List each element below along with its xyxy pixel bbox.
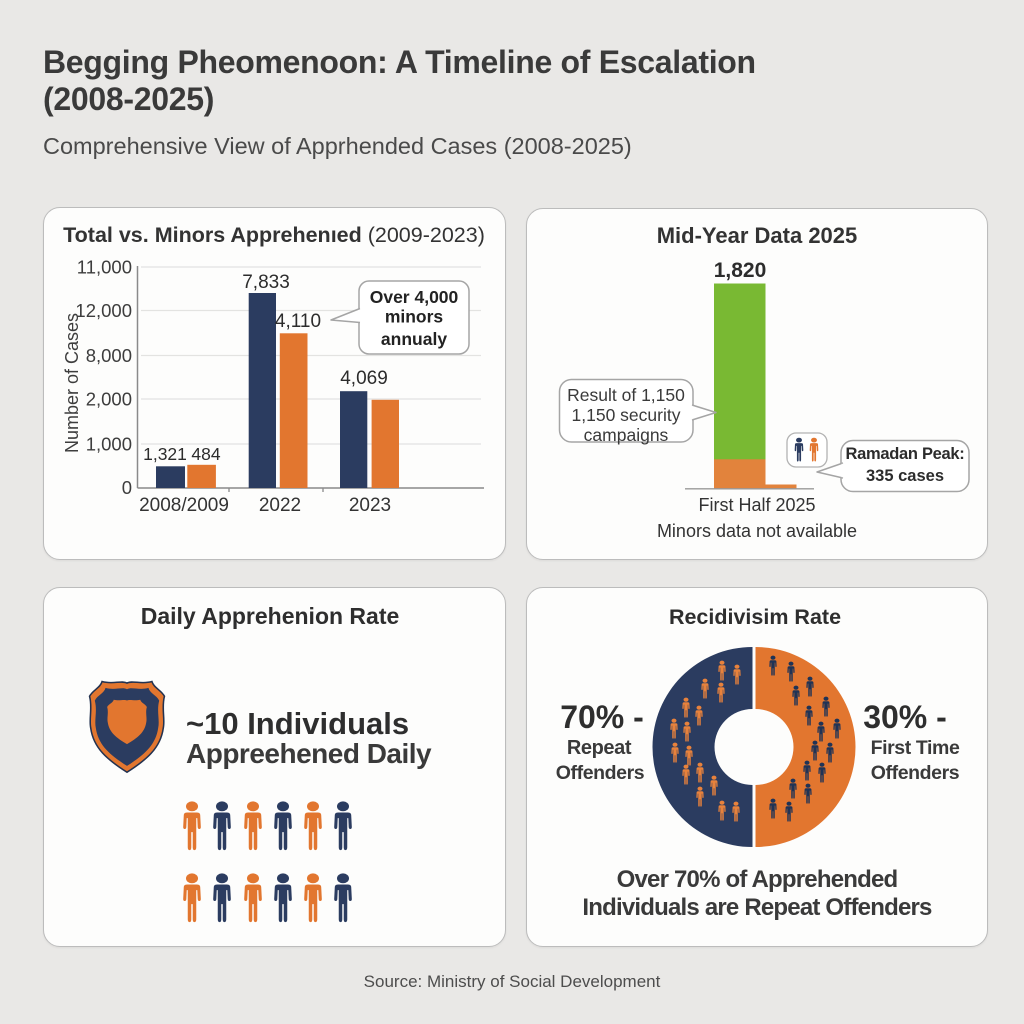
svg-text:0: 0	[122, 477, 132, 498]
svg-text:Over 4,000: Over 4,000	[370, 287, 459, 307]
svg-text:Mid-Year Data 2025: Mid-Year Data 2025	[657, 223, 858, 248]
svg-text:Minors data not available: Minors data not available	[657, 521, 857, 541]
svg-text:Over 70% of Apprehended: Over 70% of Apprehended	[617, 866, 898, 893]
svg-text:Ramadan Peak:: Ramadan Peak:	[846, 445, 965, 463]
svg-text:1,321: 1,321	[143, 444, 187, 464]
svg-text:Appreehened Daily: Appreehened Daily	[186, 738, 432, 769]
svg-text:First Half 2025: First Half 2025	[698, 495, 815, 515]
svg-text:11,000: 11,000	[77, 257, 132, 278]
svg-text:Individuals are Repeat Offende: Individuals are Repeat Offenders	[582, 894, 932, 921]
svg-text:~10 Individuals: ~10 Individuals	[186, 706, 409, 741]
svg-text:1,150 security: 1,150 security	[572, 405, 681, 425]
svg-text:Number of Cases: Number of Cases	[62, 313, 82, 453]
svg-text:Daily Apprehenion Rate: Daily Apprehenion Rate	[141, 603, 400, 629]
svg-text:annualy: annualy	[381, 329, 447, 349]
svg-text:8,000: 8,000	[86, 345, 132, 366]
svg-text:2008/2009: 2008/2009	[139, 495, 229, 516]
svg-text:4,110: 4,110	[275, 311, 321, 332]
svg-text:First Time: First Time	[871, 737, 960, 759]
svg-text:484: 484	[191, 444, 220, 464]
svg-text:12,000: 12,000	[75, 300, 132, 321]
svg-text:Repeat: Repeat	[567, 737, 632, 759]
svg-text:Result of 1,150: Result of 1,150	[567, 385, 685, 405]
svg-text:2023: 2023	[349, 495, 391, 516]
svg-text:Offenders: Offenders	[556, 762, 645, 784]
svg-text:Offenders: Offenders	[871, 762, 960, 784]
svg-text:campaigns: campaigns	[584, 425, 669, 445]
svg-text:4,069: 4,069	[340, 368, 388, 389]
svg-text:1,820: 1,820	[714, 259, 767, 282]
svg-text:2022: 2022	[259, 495, 301, 516]
svg-text:7,833: 7,833	[242, 272, 290, 293]
svg-text:1,000: 1,000	[86, 434, 132, 455]
svg-text:minors: minors	[385, 307, 444, 327]
svg-text:70% -: 70% -	[560, 699, 644, 735]
svg-text:2,000: 2,000	[86, 389, 132, 410]
svg-text:335 cases: 335 cases	[866, 467, 944, 485]
svg-text:Recidivisim Rate: Recidivisim Rate	[669, 605, 841, 629]
svg-text:Total vs. Minors Apprehenıed (: Total vs. Minors Apprehenıed (2009-2023)	[63, 223, 485, 247]
svg-text:30% -: 30% -	[863, 699, 947, 735]
